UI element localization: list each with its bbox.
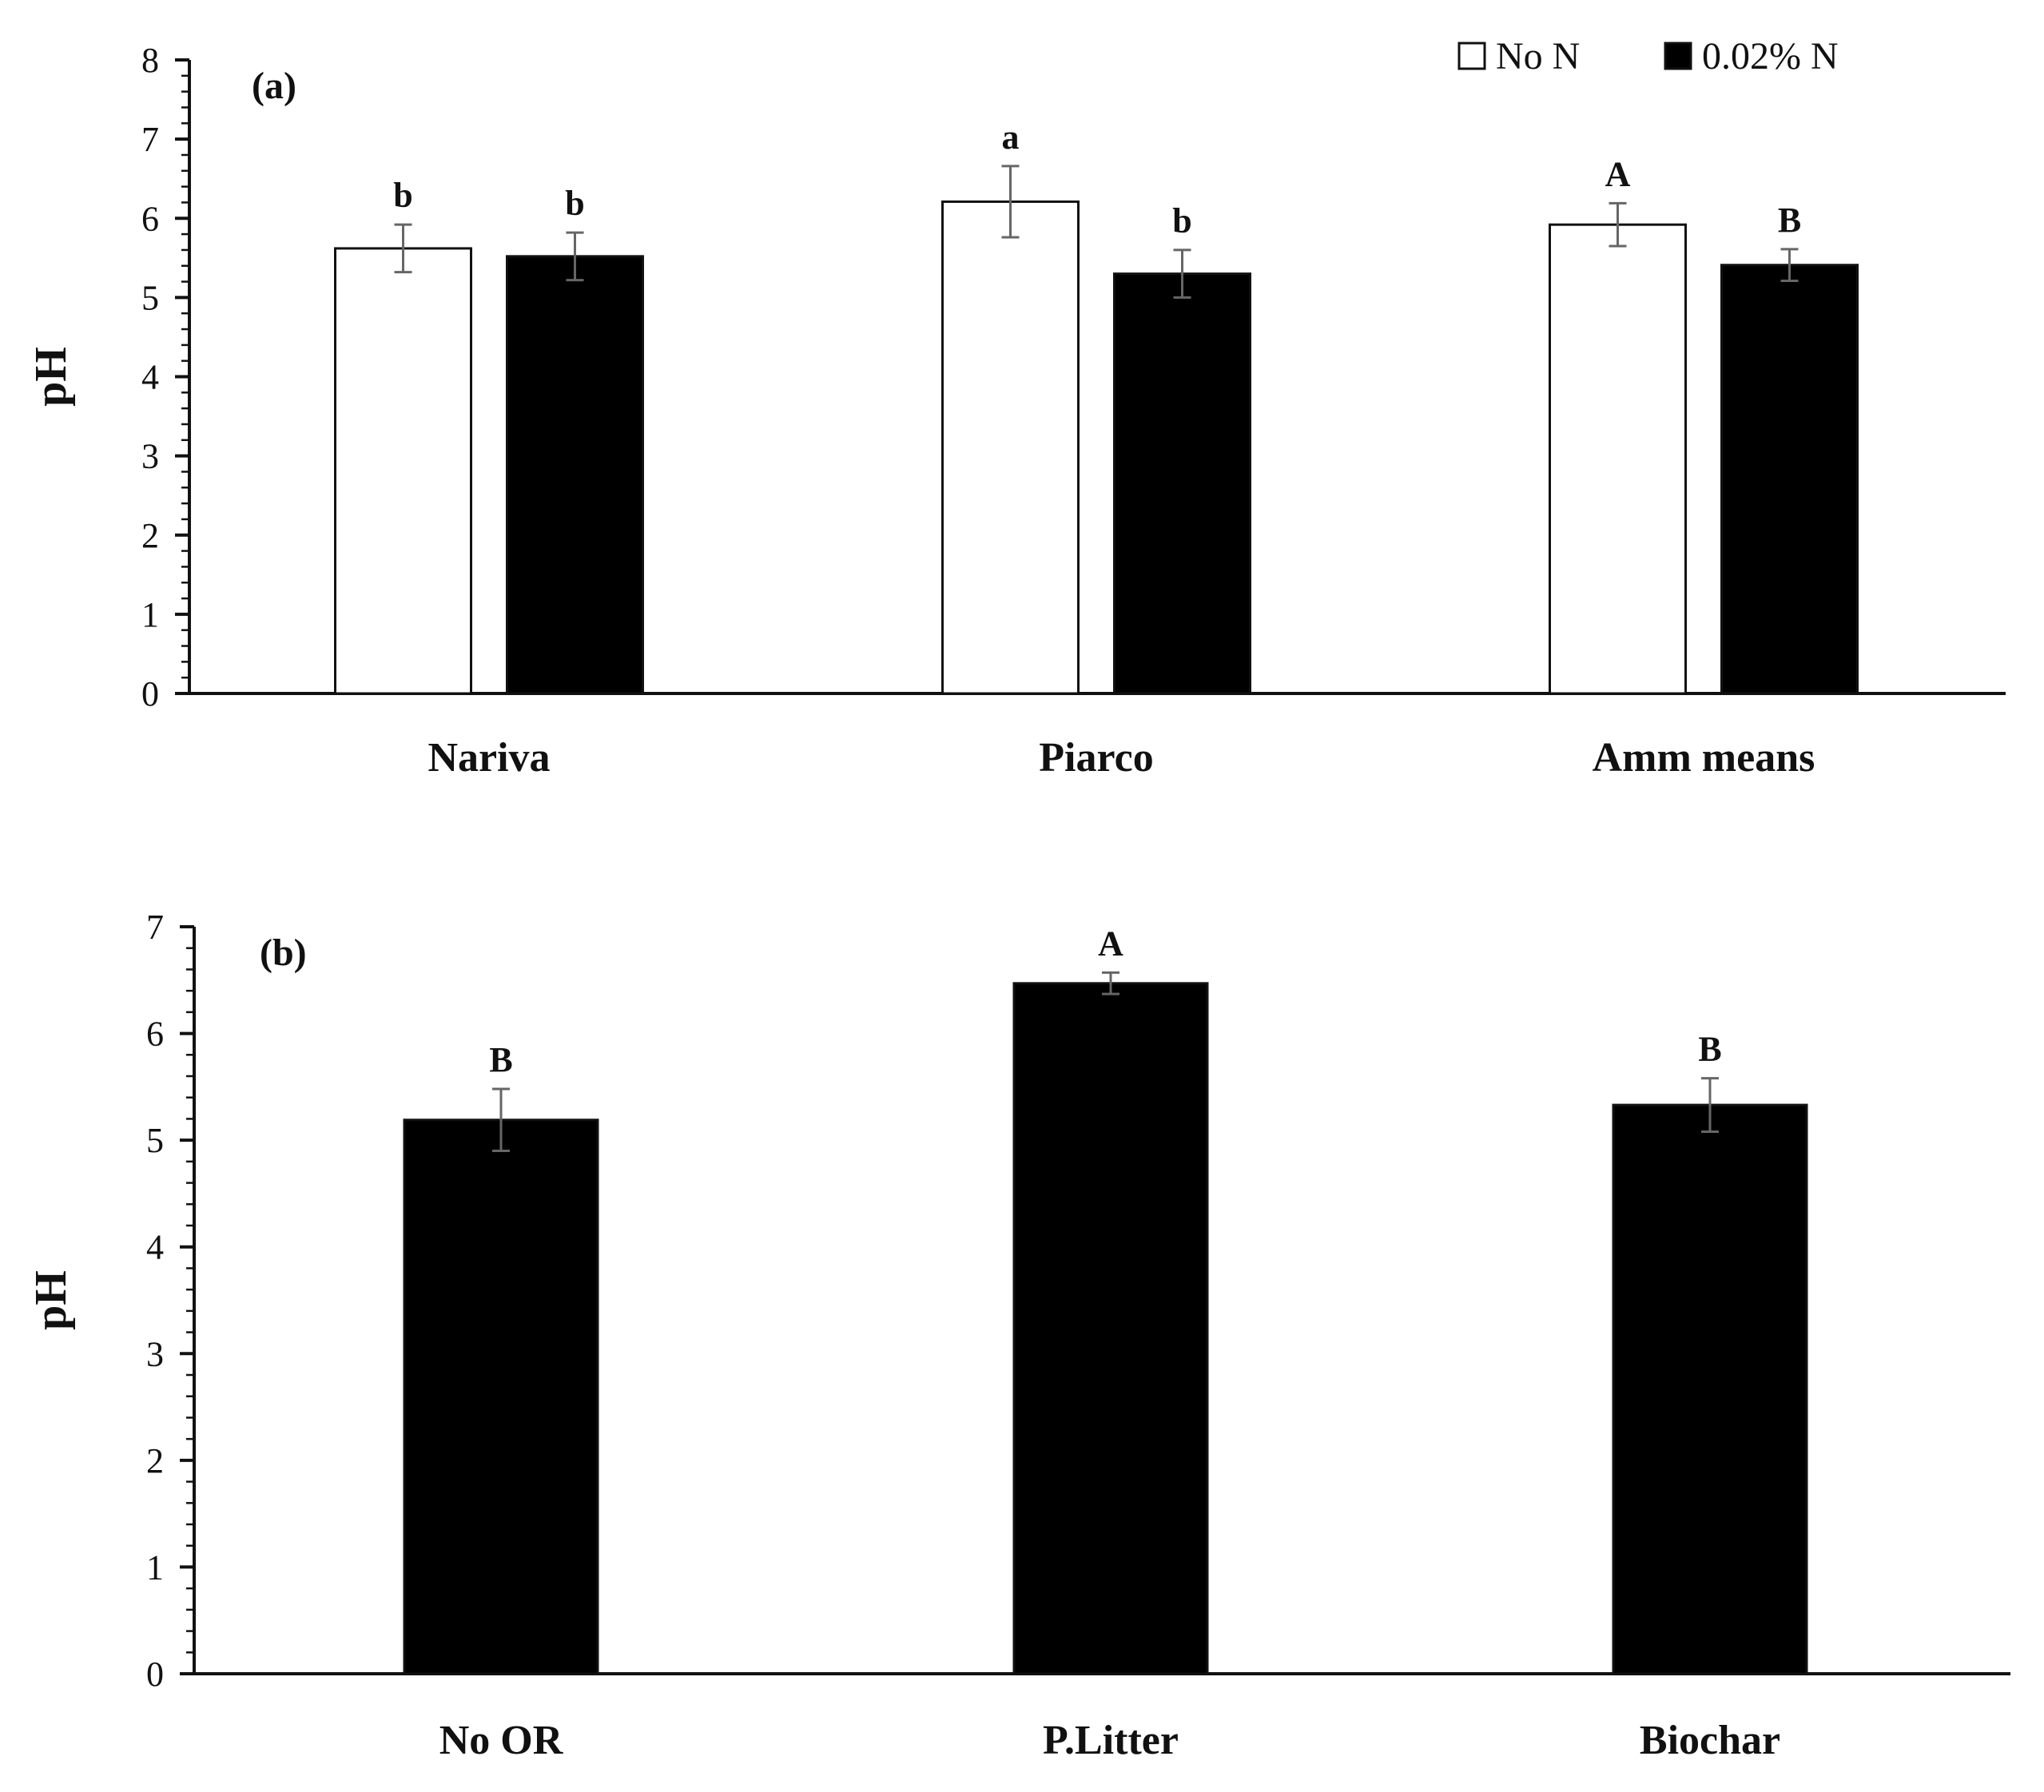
legend-label: 0.02% N bbox=[1702, 35, 1839, 77]
panel-b-y-tick-label: 4 bbox=[146, 1228, 164, 1267]
panel-a-significance-letter: b bbox=[1172, 201, 1191, 240]
panel-b-bar bbox=[403, 1119, 599, 1675]
panel-b-y-tick-label: 7 bbox=[146, 908, 164, 947]
panel-a-chart: 0 1 2 3 4 5 6 7 8 pH (a) b b Nariva a b Piarco A B Amm mean… bbox=[26, 35, 2006, 781]
panel-a-bar bbox=[941, 200, 1080, 695]
panel-a-category-label: Amm means bbox=[1593, 735, 1815, 781]
panel-b-significance-letter: B bbox=[1698, 1030, 1721, 1069]
panel-b-significance-letter: B bbox=[489, 1040, 512, 1079]
panel-b-category-label: P.Litter bbox=[1043, 1718, 1179, 1763]
panel-a-y-tick-label: 8 bbox=[141, 41, 159, 80]
panel-a-y-tick-label: 7 bbox=[141, 120, 159, 159]
panel-a-significance-letter: a bbox=[1002, 117, 1020, 157]
panel-a-category-label: Piarco bbox=[1039, 735, 1153, 781]
panel-b-y-tick-label: 0 bbox=[146, 1655, 164, 1694]
panel-a-y-tick-label: 2 bbox=[141, 516, 159, 555]
panel-b-y-tick-label: 6 bbox=[146, 1015, 164, 1054]
panel-a-y-tick-label: 0 bbox=[141, 674, 159, 713]
panel-a-bar bbox=[1720, 264, 1859, 695]
panel-b-y-tick-label: 2 bbox=[146, 1441, 164, 1480]
panel-b-y-tick-label: 3 bbox=[146, 1334, 164, 1373]
panel-a-panel-label: (a) bbox=[252, 65, 296, 107]
panel-b-category-label: Biochar bbox=[1640, 1718, 1780, 1763]
legend-label: No N bbox=[1496, 35, 1580, 77]
panel-a-category-label: Nariva bbox=[427, 735, 550, 781]
panel-a-significance-letter: b bbox=[565, 184, 584, 223]
panel-b-y-tick-label: 1 bbox=[146, 1548, 164, 1587]
panel-b-chart: 0 1 2 3 4 5 6 7 pH (b) B No OR A P.Litter B Biochar bbox=[26, 908, 2010, 1763]
panel-a-bar bbox=[506, 255, 644, 695]
panel-b-bar bbox=[1012, 982, 1209, 1675]
panel-a-bar bbox=[334, 247, 472, 695]
panel-b-category-label: No OR bbox=[439, 1718, 564, 1763]
panel-a-y-tick-label: 3 bbox=[141, 437, 159, 476]
panel-a-significance-letter: A bbox=[1605, 154, 1631, 193]
panel-a-y-axis-title: pH bbox=[26, 347, 76, 407]
legend-swatch bbox=[1664, 42, 1692, 70]
panel-a-y-tick-label: 4 bbox=[141, 358, 159, 397]
panel-a-y-tick-label: 5 bbox=[141, 278, 159, 317]
panel-a-significance-letter: b bbox=[393, 176, 412, 215]
panel-b-bar bbox=[1612, 1103, 1808, 1675]
panel-a-bar bbox=[1549, 223, 1687, 695]
panel-b-y-tick-label: 5 bbox=[146, 1121, 164, 1160]
panel-a-significance-letter: B bbox=[1778, 201, 1801, 240]
panel-b-panel-label: (b) bbox=[260, 932, 307, 974]
panel-b-significance-letter: A bbox=[1098, 924, 1123, 963]
panel-a-bar bbox=[1113, 272, 1251, 695]
panel-b-y-axis-title: pH bbox=[26, 1270, 76, 1330]
panel-a-y-tick-label: 6 bbox=[141, 199, 159, 238]
legend-swatch bbox=[1457, 42, 1486, 70]
panel-a-y-tick-label: 1 bbox=[141, 595, 159, 634]
